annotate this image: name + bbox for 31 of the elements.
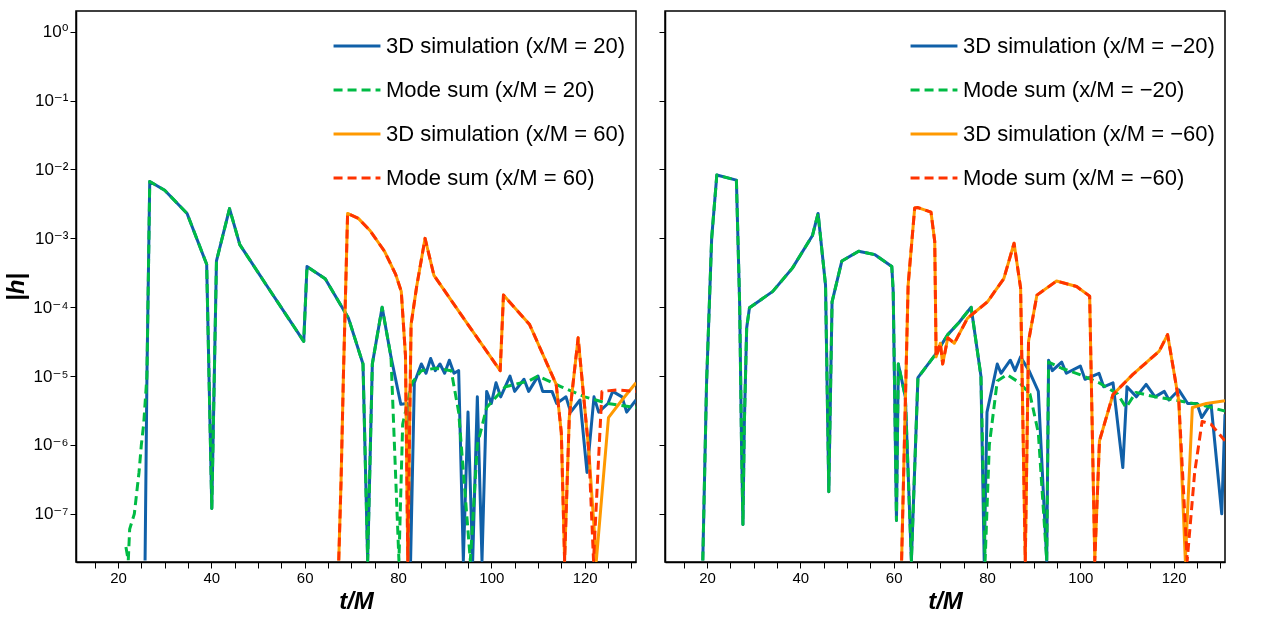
legend-label: Mode sum (x/M = 60) — [386, 165, 595, 190]
x-tick-label: 40 — [203, 568, 221, 586]
legend-label: 3D simulation (x/M = −60) — [963, 121, 1215, 146]
x-tick-label: 60 — [296, 568, 314, 586]
x-tick-label: 100 — [479, 568, 505, 586]
legend-label: 3D simulation (x/M = −20) — [963, 33, 1215, 58]
x-axis-title: t/M — [339, 586, 375, 614]
x-tick-label: 80 — [979, 568, 996, 586]
x-tick-label: 120 — [572, 568, 598, 586]
x-tick-label: 80 — [390, 568, 407, 586]
y-tick-label: 10⁻⁵ — [33, 366, 69, 386]
y-axis-title: |h| — [2, 272, 30, 302]
legend-label: Mode sum (x/M = 20) — [386, 77, 595, 102]
y-tick-label: 10⁻⁴ — [33, 297, 69, 317]
x-tick-label: 120 — [1161, 568, 1187, 586]
legend-label: 3D simulation (x/M = 60) — [386, 121, 626, 146]
legend-label: 3D simulation (x/M = 20) — [386, 33, 626, 58]
y-tick-label: 10⁻⁷ — [34, 504, 69, 524]
legend-label: Mode sum (x/M = −60) — [963, 165, 1185, 190]
y-tick-label: 10⁻⁶ — [33, 435, 69, 455]
x-tick-label: 40 — [792, 568, 810, 586]
y-tick-label: 10⁻¹ — [34, 91, 69, 111]
y-tick-label: 10⁻³ — [34, 228, 69, 248]
y-tick-label: 10⁻² — [34, 159, 69, 179]
legend-label: Mode sum (x/M = −20) — [963, 77, 1185, 102]
x-tick-label: 60 — [885, 568, 903, 586]
x-tick-label: 20 — [699, 568, 716, 586]
x-tick-label: 100 — [1068, 568, 1094, 586]
x-axis-title: t/M — [928, 586, 964, 614]
x-tick-label: 20 — [110, 568, 127, 586]
y-tick-label: 10⁰ — [42, 22, 69, 42]
